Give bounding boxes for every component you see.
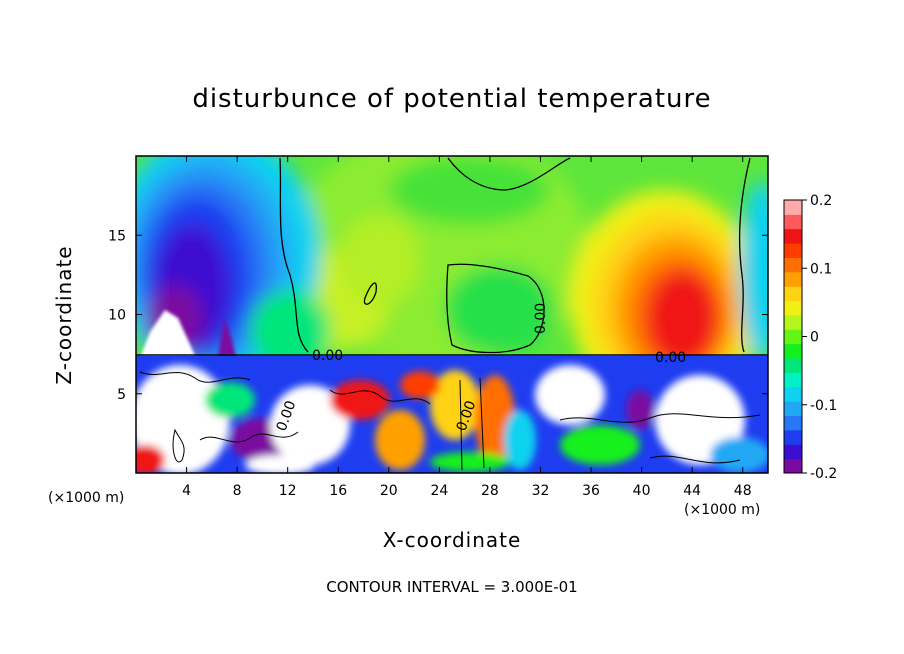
colorbar: 0.2 0.1 0 -0.1 -0.2 [783, 193, 837, 482]
x-tick-label: 40 [633, 483, 651, 499]
x-tick-label: 8 [233, 483, 242, 499]
colorbar-tick-label: 0.2 [810, 193, 832, 209]
contour-label: 0.00 [655, 350, 686, 366]
colorbar-swatch [784, 343, 802, 359]
x-tick-label: 28 [481, 483, 499, 499]
colorbar-swatch [784, 372, 802, 388]
x-tick-label: 24 [430, 483, 448, 499]
colorbar-swatch [784, 429, 802, 445]
x-unit-left: (×1000 m) [48, 490, 125, 506]
colorbar-tick-label: 0.1 [810, 261, 832, 277]
x-tick-label: 12 [279, 483, 297, 499]
x-tick-label: 48 [734, 483, 752, 499]
x-tick-label: 36 [582, 483, 600, 499]
colorbar-swatch [784, 444, 802, 460]
colorbar-swatch [784, 401, 802, 417]
colorbar-swatch [784, 358, 802, 373]
y-tick-label: 5 [117, 387, 126, 403]
x-tick-label: 20 [380, 483, 398, 499]
colorbar-swatch [784, 329, 802, 345]
y-axis-label: Z-coordinate [52, 245, 76, 385]
x-axis: 4 8 12 16 20 24 28 32 36 40 44 48 [182, 156, 752, 499]
x-tick-label: 16 [329, 483, 347, 499]
colorbar-swatch [784, 214, 802, 230]
colorbar-swatch [784, 243, 802, 258]
colorbar-tick-label: -0.2 [810, 466, 837, 482]
colorbar-swatch [784, 415, 802, 431]
contour-label: 0.00 [312, 348, 343, 364]
colorbar-swatch [784, 314, 802, 330]
colorbar-swatch [784, 300, 802, 316]
chart-title: disturbunce of potential temperature [192, 84, 712, 114]
colorbar-swatch [784, 200, 802, 215]
colorbar-swatch [784, 228, 802, 244]
x-unit-right: (×1000 m) [684, 502, 761, 518]
y-tick-label: 10 [108, 308, 126, 324]
contour-interval: CONTOUR INTERVAL = 3.000E-01 [326, 578, 578, 596]
x-tick-label: 44 [683, 483, 701, 499]
colorbar-swatch [784, 271, 802, 287]
colorbar-swatch [784, 458, 802, 474]
y-tick-label: 15 [108, 228, 126, 244]
y-axis: 5 10 15 [108, 228, 768, 403]
colorbar-swatch [784, 286, 802, 302]
heatmap-field: 0.00 0.00 0.00 0.00 0.00 [136, 156, 768, 473]
colorbar-swatch [784, 386, 802, 402]
x-axis-label: X-coordinate [382, 528, 522, 552]
contour-label: 0.00 [533, 303, 549, 334]
x-tick-label: 4 [182, 483, 191, 499]
colorbar-tick-label: 0 [810, 330, 819, 346]
colorbar-tick-label: -0.1 [810, 398, 837, 414]
colorbar-swatch [784, 257, 802, 273]
x-tick-label: 32 [532, 483, 550, 499]
